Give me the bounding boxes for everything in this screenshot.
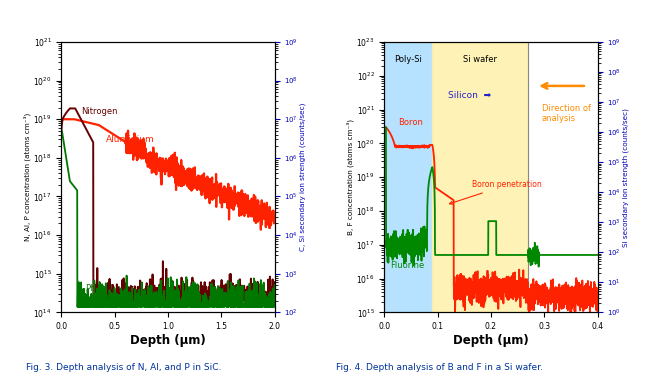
Text: Boron: Boron <box>398 118 422 127</box>
Text: Direction of
analysis: Direction of analysis <box>541 104 590 123</box>
Text: Boron penetration: Boron penetration <box>450 180 542 204</box>
X-axis label: Depth (μm): Depth (μm) <box>453 334 529 347</box>
Text: Silicon  ➡: Silicon ➡ <box>448 91 492 100</box>
Text: C (secondary ion intensity)  ➡: C (secondary ion intensity) ➡ <box>0 380 1 381</box>
Text: Fluorine: Fluorine <box>390 261 424 271</box>
Y-axis label: B, F concentration (atoms cm⁻³): B, F concentration (atoms cm⁻³) <box>346 119 353 235</box>
Bar <box>384 42 432 312</box>
Text: Si wafer: Si wafer <box>463 55 497 64</box>
Text: Aluminium: Aluminium <box>106 136 155 144</box>
Text: Fig. 4. Depth analysis of B and F in a Si wafer.: Fig. 4. Depth analysis of B and F in a S… <box>336 363 543 371</box>
Text: Si (secondary ion intensity)  ➡: Si (secondary ion intensity) ➡ <box>0 380 1 381</box>
Y-axis label: Si secondary ion strength (counts/sec): Si secondary ion strength (counts/sec) <box>623 108 629 247</box>
Text: Nitrogen: Nitrogen <box>81 107 118 115</box>
X-axis label: Depth (μm): Depth (μm) <box>130 334 206 347</box>
Text: Fig. 3. Depth analysis of N, Al, and P in SiC.: Fig. 3. Depth analysis of N, Al, and P i… <box>26 363 221 371</box>
Text: Phosphorus: Phosphorus <box>85 284 134 293</box>
Text: Poly-Si: Poly-Si <box>395 55 422 64</box>
Bar <box>432 42 528 312</box>
Y-axis label: C, Si secondary ion strength (counts/sec): C, Si secondary ion strength (counts/sec… <box>300 103 306 251</box>
Y-axis label: N, Al, P concentration (atoms cm⁻³): N, Al, P concentration (atoms cm⁻³) <box>23 113 30 241</box>
